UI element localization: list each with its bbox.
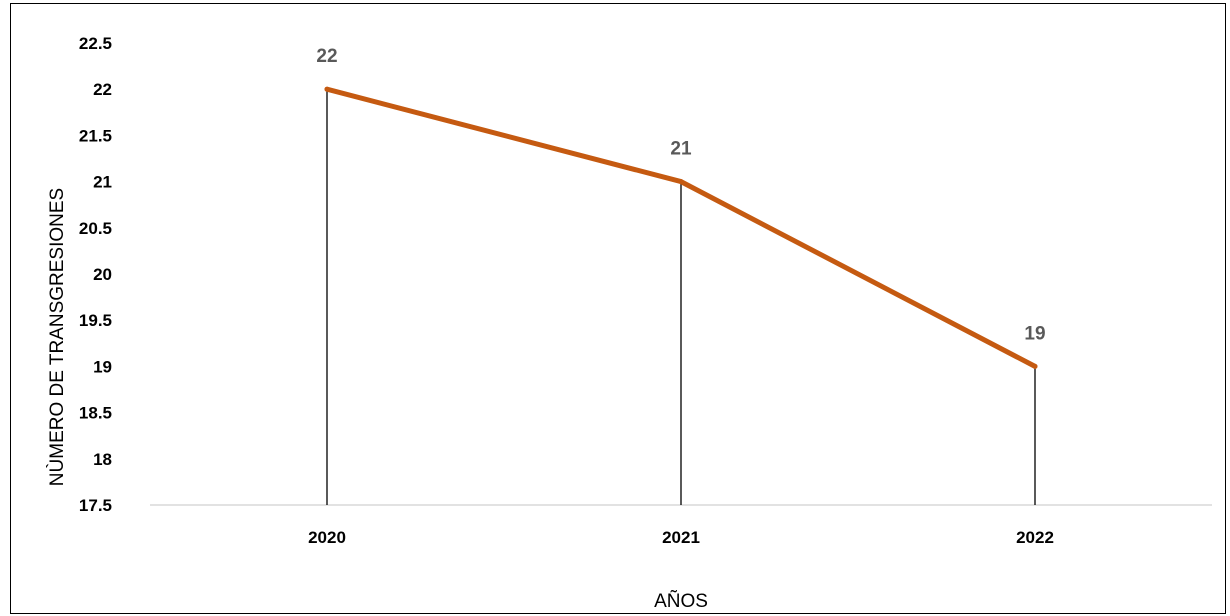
chart-area [10,3,1226,614]
y-tick-label: 19 [93,357,112,376]
x-tick-label: 2020 [308,528,346,547]
data-label: 22 [316,46,337,67]
x-axis-title: AÑOS [654,590,708,612]
y-tick-label: 22 [93,80,112,99]
y-tick-label: 18.5 [79,404,112,423]
data-point [678,179,684,185]
y-tick-label: 19.5 [79,311,112,330]
y-tick-label: 20 [93,265,112,284]
data-point [1032,363,1038,369]
y-tick-label: 18 [93,450,112,469]
x-tick-label: 2022 [1016,528,1054,547]
data-label: 21 [670,139,692,160]
data-point [324,86,330,92]
y-tick-label: 21.5 [79,126,112,145]
y-tick-label: 22.5 [79,34,112,53]
x-tick-label: 2021 [662,528,700,547]
y-axis-title: NÙMERO DE TRANSGRESIONES [46,188,68,486]
y-tick-label: 17.5 [79,496,112,515]
data-label: 19 [1024,323,1045,344]
y-tick-label: 21 [93,173,112,192]
y-tick-label: 20.5 [79,219,112,238]
